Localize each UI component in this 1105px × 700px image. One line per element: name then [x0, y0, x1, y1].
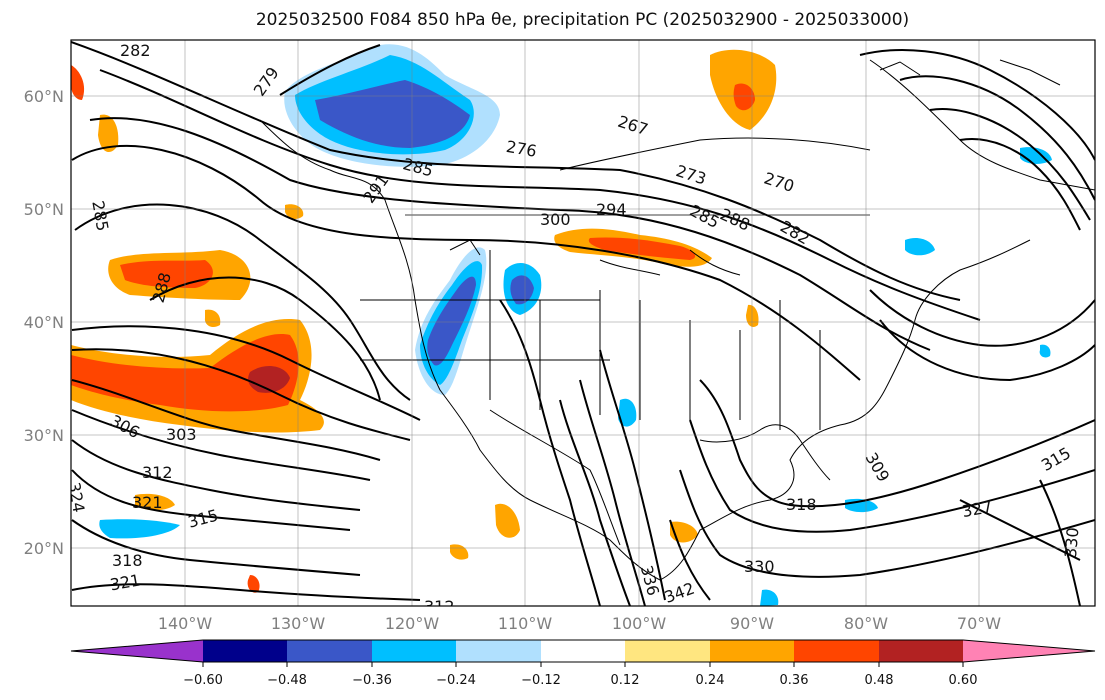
- lon-label-100w: 100°W: [612, 614, 667, 633]
- colorbar-left-extend: [71, 640, 203, 662]
- colorbar-tick-label: −0.12: [521, 673, 561, 688]
- contour-label: 321: [132, 493, 163, 512]
- colorbar-tick-label: 0.12: [611, 673, 640, 688]
- colorbar-segment: [541, 640, 625, 662]
- colorbar-segment: [794, 640, 879, 662]
- latitude-axis: 60°N 50°N 40°N 30°N 20°N: [24, 87, 64, 558]
- colorbar-tick-label: −0.60: [183, 673, 223, 688]
- lon-label-110w: 110°W: [498, 614, 553, 633]
- colorbar-segment: [625, 640, 710, 662]
- colorbar-tick-label: 0.24: [696, 673, 725, 688]
- precip-fill-layer: [71, 44, 1052, 606]
- contour-label: 312: [142, 463, 173, 482]
- contour-label: 312: [424, 597, 455, 616]
- colorbar-tick-label: 0.36: [780, 673, 809, 688]
- map-plot-area: 282 279 285 291 285 276 267 273 270 300 …: [64, 40, 1095, 616]
- lat-label-60n: 60°N: [24, 87, 64, 106]
- colorbar-segment: [203, 640, 287, 662]
- contour-label: 318: [786, 495, 817, 514]
- colorbar-ticks: [202, 662, 964, 667]
- lon-label-90w: 90°W: [730, 614, 774, 633]
- contour-label: 282: [120, 41, 151, 60]
- longitude-axis: 140°W 130°W 120°W 110°W 100°W 90°W 80°W …: [158, 614, 1001, 633]
- lon-label-130w: 130°W: [271, 614, 326, 633]
- contour-label: 330: [1061, 527, 1083, 559]
- lat-label-20n: 20°N: [24, 539, 64, 558]
- colorbar-right-extend: [963, 640, 1095, 662]
- lon-label-140w: 140°W: [158, 614, 213, 633]
- coastline-layer: [259, 59, 1095, 581]
- colorbar-segment: [879, 640, 963, 662]
- contour-label: 330: [744, 557, 775, 576]
- lat-label-30n: 30°N: [24, 426, 64, 445]
- lat-label-50n: 50°N: [24, 200, 64, 219]
- contour-label: 324: [64, 481, 88, 514]
- colorbar-segment: [456, 640, 541, 662]
- colorbar-tick-label: 0.48: [865, 673, 894, 688]
- colorbar-tick-label: −0.48: [267, 673, 307, 688]
- graticule: [71, 40, 1095, 606]
- colorbar-tick-label: −0.36: [352, 673, 392, 688]
- map-title: 2025032500 F084 850 hPa θe, precipitatio…: [255, 10, 910, 30]
- contour-label: 303: [166, 425, 197, 444]
- lat-label-40n: 40°N: [24, 313, 64, 332]
- theta-e-contour-layer: [71, 41, 1095, 606]
- contour-label: 318: [112, 551, 143, 570]
- lon-label-80w: 80°W: [844, 614, 888, 633]
- colorbar-segment: [372, 640, 456, 662]
- colorbar: −0.60 −0.48 −0.36 −0.24 −0.12 0.12 0.24 …: [70, 639, 1096, 688]
- contour-label: 294: [596, 200, 627, 219]
- map-frame: [70, 39, 1096, 607]
- contour-label: 300: [540, 210, 571, 229]
- lon-label-120w: 120°W: [385, 614, 440, 633]
- colorbar-segment: [710, 640, 794, 662]
- colorbar-segment: [287, 640, 372, 662]
- colorbar-tick-label: −0.24: [436, 673, 476, 688]
- colorbar-tick-label: 0.60: [949, 673, 978, 688]
- lon-label-70w: 70°W: [957, 614, 1001, 633]
